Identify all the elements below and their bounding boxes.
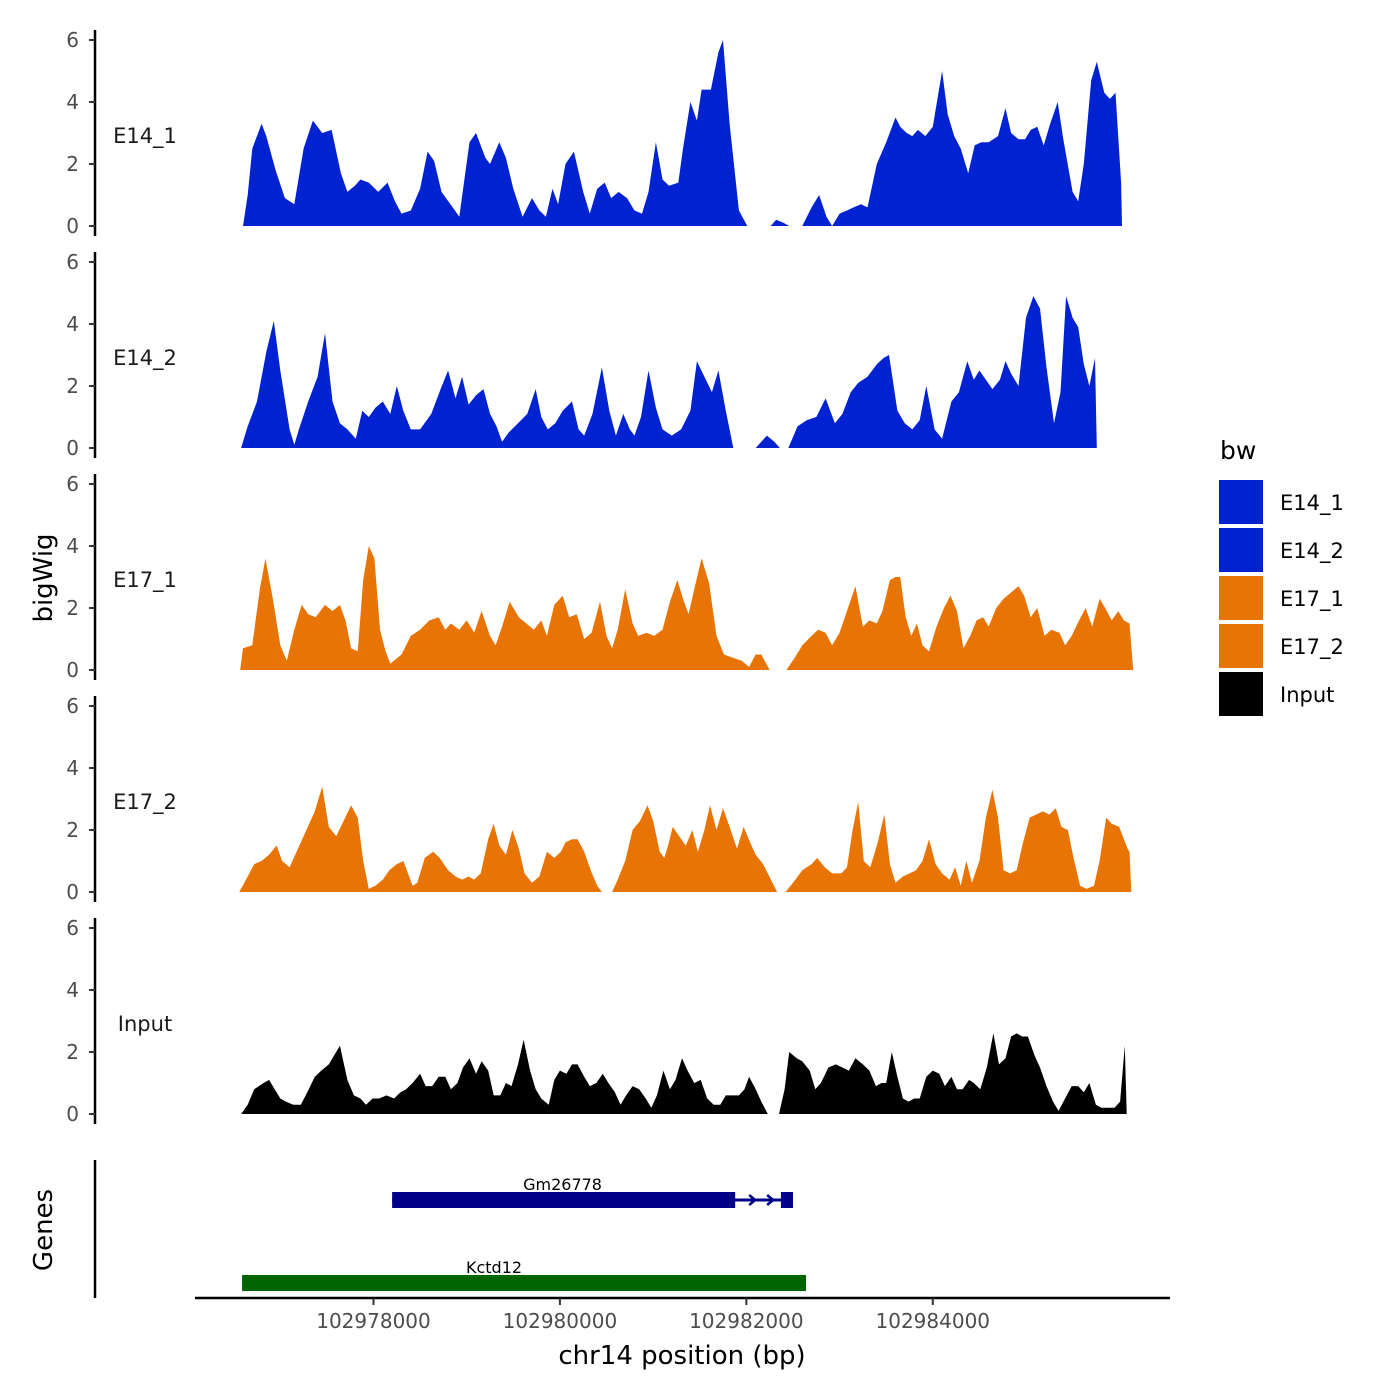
y-tick-label: 2 [66, 596, 79, 620]
legend: bw E14_1 E14_2 E17_1 E17_2 Input [1219, 436, 1344, 716]
signal-area-e14_2-2 [755, 435, 780, 448]
bigwig-tracks: 0 2 4 6 E14_1 0 2 4 6 E14_2 0 2 4 6 E17_1 0 2 4 6 E17_2 0 2 4 6… [66, 28, 1134, 1126]
legend-swatch-e17_1 [1219, 576, 1263, 620]
y-tick-label: 6 [66, 916, 79, 940]
signal-area-e14_1-1 [243, 40, 748, 226]
gene-exon [242, 1275, 807, 1291]
strand-arrow-icon [766, 1194, 776, 1206]
legend-label: E17_1 [1280, 587, 1344, 612]
x-axis-title: chr14 position (bp) [558, 1341, 805, 1371]
signal-area-e17_2-1 [239, 786, 602, 892]
y-tick-label: 4 [66, 978, 79, 1002]
strand-arrow-icon [748, 1194, 758, 1206]
legend-label: E17_2 [1280, 635, 1344, 660]
y-tick-label: 0 [66, 214, 79, 238]
y-tick-label: 6 [66, 472, 79, 496]
gene-gm26778: Gm26778 [392, 1175, 794, 1208]
signal-area-e17_1-1 [240, 546, 770, 670]
y-tick-label: 0 [66, 1102, 79, 1126]
track-label: E17_2 [113, 790, 177, 815]
y-tick-label: 4 [66, 534, 79, 558]
y-tick-label: 4 [66, 312, 79, 336]
track-E17_2: 0 2 4 6 E17_2 [66, 694, 1132, 904]
x-axis: 102978000 102980000 102982000 102984000 [195, 1296, 1170, 1333]
y-tick-label: 6 [66, 250, 79, 274]
track-label: E17_1 [113, 568, 177, 593]
x-tick-label: 102984000 [876, 1309, 991, 1333]
y-tick-label: 2 [66, 152, 79, 176]
legend-label: E14_2 [1280, 539, 1344, 564]
signal-area-input-1 [241, 1039, 768, 1114]
legend-swatch-input [1219, 672, 1263, 716]
y-tick-label: 2 [66, 374, 79, 398]
y-tick-label: 0 [66, 658, 79, 682]
y-tick-label: 0 [66, 436, 79, 460]
legend-swatch-e17_2 [1219, 624, 1263, 668]
x-tick-label: 102978000 [316, 1309, 431, 1333]
y-tick-label: 2 [66, 1040, 79, 1064]
gene-kctd12: Kctd12 [242, 1258, 807, 1291]
x-tick-label: 102982000 [689, 1309, 804, 1333]
y-tick-label: 4 [66, 90, 79, 114]
legend-label: E14_1 [1280, 491, 1344, 516]
signal-area-e14_2-3 [788, 296, 1097, 448]
genes-track-title: Genes [29, 1189, 59, 1271]
track-label: E14_2 [113, 346, 177, 371]
signal-area-e17_2-3 [785, 789, 1132, 892]
gene-exon [780, 1192, 793, 1208]
y-tick-label: 2 [66, 818, 79, 842]
y-tick-label: 6 [66, 694, 79, 718]
track-E14_2: 0 2 4 6 E14_2 [66, 250, 1097, 460]
gene-label: Gm26778 [523, 1175, 602, 1194]
signal-area-input-2 [779, 1033, 1127, 1114]
signal-area-e14_1-2 [770, 219, 790, 226]
genes-track: Gm26778 Kctd12 [93, 1160, 807, 1298]
y-tick-label: 6 [66, 28, 79, 52]
legend-swatch-e14_2 [1219, 528, 1263, 572]
signal-area-e14_1-3 [802, 61, 1122, 227]
y-axis-title: bigWig [29, 533, 59, 622]
y-tick-label: 0 [66, 880, 79, 904]
gene-label: Kctd12 [466, 1258, 522, 1277]
legend-swatch-e14_1 [1219, 480, 1263, 524]
track-E17_1: 0 2 4 6 E17_1 [66, 472, 1134, 682]
track-Input: 0 2 4 6 Input [66, 916, 1127, 1126]
gene-exon [392, 1192, 736, 1208]
y-tick-label: 4 [66, 756, 79, 780]
track-label: E14_1 [113, 124, 177, 149]
signal-area-e17_1-2 [786, 577, 1134, 670]
legend-title: bw [1220, 436, 1256, 465]
signal-area-e14_2-1 [241, 320, 734, 448]
signal-area-e17_2-2 [612, 805, 778, 892]
track-label: Input [118, 1012, 172, 1036]
x-tick-label: 102980000 [503, 1309, 618, 1333]
legend-label: Input [1280, 683, 1334, 707]
track-E14_1: 0 2 4 6 E14_1 [66, 28, 1122, 238]
